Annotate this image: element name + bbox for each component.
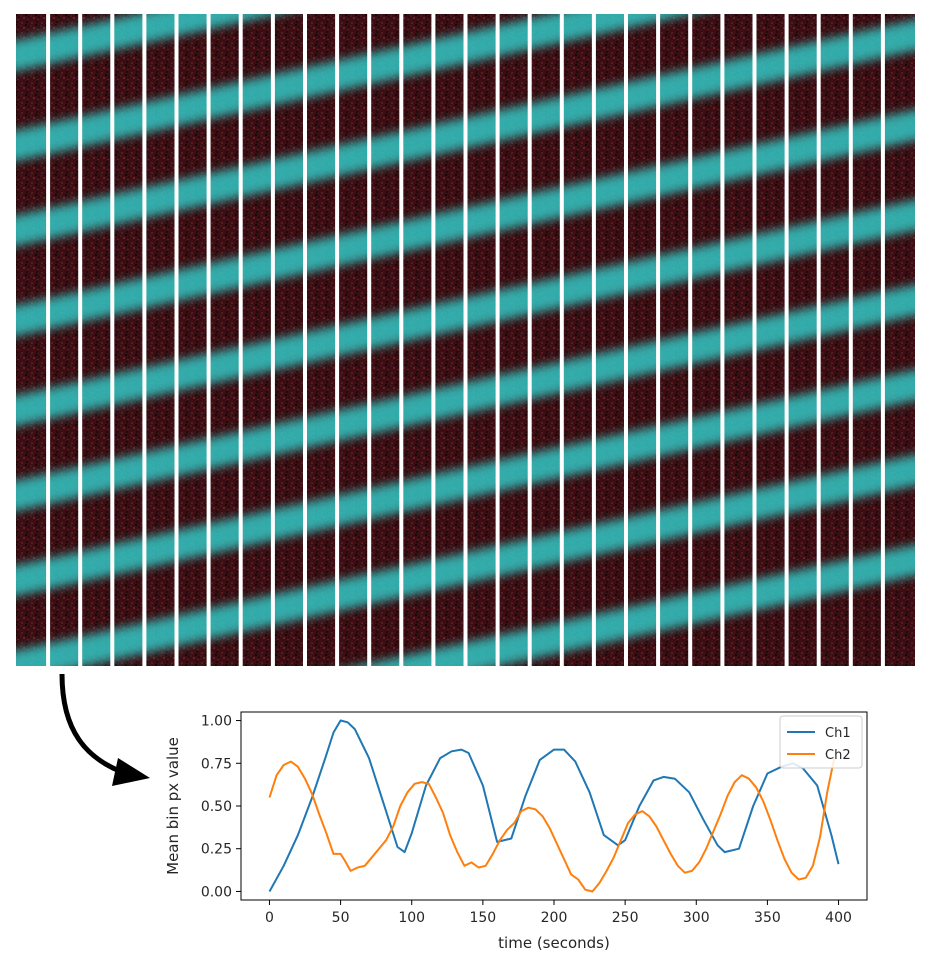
bin-separator bbox=[848, 14, 853, 666]
bin-separator bbox=[559, 14, 564, 666]
bin-separator bbox=[78, 14, 83, 666]
bin-separator bbox=[110, 14, 115, 666]
arrow-shaft bbox=[59, 673, 131, 778]
y-axis-label: Mean bin px value bbox=[164, 737, 182, 875]
plot-frame bbox=[240, 711, 868, 901]
legend-box bbox=[779, 715, 863, 769]
arrow-head bbox=[112, 758, 150, 786]
y-tick-label: 0.00 bbox=[201, 884, 232, 900]
bin-separator bbox=[784, 14, 789, 666]
bin-separator bbox=[816, 14, 821, 666]
kymograph-band bbox=[16, 14, 279, 72]
bin-separator bbox=[238, 14, 243, 666]
bin-separator bbox=[335, 14, 340, 666]
legend-label: Ch1 bbox=[825, 726, 851, 741]
bin-separator bbox=[303, 14, 307, 666]
series-line-ch2 bbox=[268, 757, 836, 893]
x-tick-label: 250 bbox=[612, 910, 639, 926]
x-tick-label: 350 bbox=[754, 910, 781, 926]
x-tick-label: 300 bbox=[683, 910, 710, 926]
x-tick-label: 100 bbox=[398, 910, 425, 926]
bin-separator bbox=[656, 14, 661, 666]
y-tick-label: 0.25 bbox=[201, 842, 232, 858]
y-tick-label: 0.50 bbox=[201, 799, 232, 815]
bin-separator bbox=[527, 14, 532, 666]
x-axis-label: time (seconds) bbox=[498, 934, 610, 952]
y-tick-label: 1.00 bbox=[201, 714, 232, 730]
bin-separator bbox=[752, 14, 757, 666]
kymograph-image bbox=[16, 14, 915, 666]
bin-separator bbox=[720, 14, 725, 666]
bin-separator bbox=[270, 14, 275, 666]
bin-separator bbox=[46, 14, 51, 666]
bin-separator bbox=[688, 14, 693, 666]
bin-separator bbox=[463, 14, 468, 666]
x-tick-label: 50 bbox=[332, 910, 350, 926]
series-line-ch1 bbox=[268, 719, 840, 892]
bin-separator bbox=[431, 14, 436, 666]
bin-separator bbox=[624, 14, 628, 666]
x-tick-label: 200 bbox=[541, 910, 568, 926]
bin-separator bbox=[142, 14, 147, 666]
bin-separator bbox=[591, 14, 596, 666]
x-tick-label: 150 bbox=[469, 910, 496, 926]
x-tick-label: 0 bbox=[265, 910, 274, 926]
bin-separator bbox=[367, 14, 372, 666]
bin-separator bbox=[495, 14, 500, 666]
y-tick-label: 0.75 bbox=[201, 756, 232, 772]
bin-separator bbox=[399, 14, 404, 666]
bin-separator bbox=[206, 14, 211, 666]
legend-label: Ch2 bbox=[825, 748, 851, 763]
bin-separator bbox=[880, 14, 885, 666]
bin-separator bbox=[174, 14, 179, 666]
x-tick-label: 400 bbox=[825, 910, 852, 926]
